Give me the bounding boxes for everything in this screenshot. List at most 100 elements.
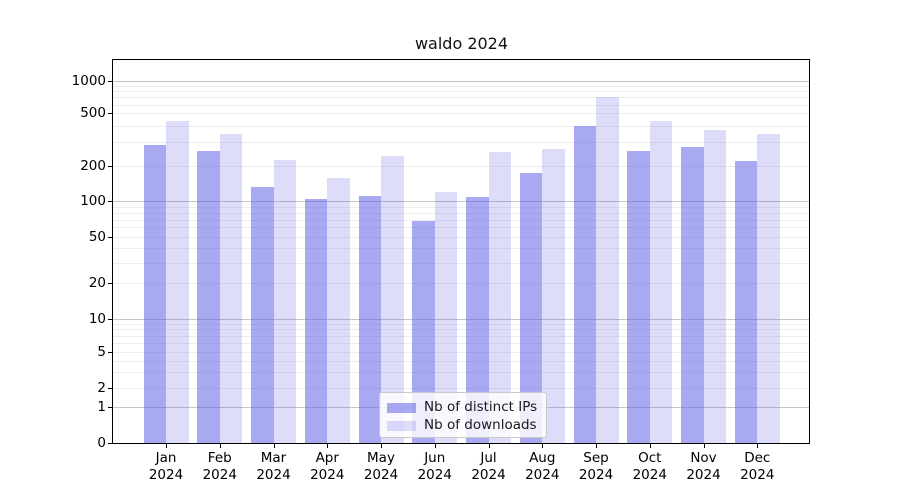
- x-tick-label: Jul 2024: [471, 450, 506, 483]
- minor-gridline: [113, 335, 809, 337]
- legend: Nb of distinct IPs Nb of downloads: [379, 392, 547, 438]
- bar-distinct-ips: [358, 196, 381, 443]
- minor-gridline: [113, 126, 809, 127]
- y-tick-label: 20: [88, 275, 106, 292]
- bar-downloads: [542, 149, 565, 443]
- y-tick-label: 1: [97, 399, 106, 416]
- legend-item: Nb of distinct IPs: [387, 400, 540, 415]
- bar-distinct-ips: [412, 220, 435, 443]
- x-tick-label: Aug 2024: [525, 450, 560, 483]
- x-tick-mark: [166, 444, 167, 448]
- legend-label: Nb of downloads: [424, 417, 537, 433]
- bar-distinct-ips: [573, 126, 596, 443]
- minor-gridline: [113, 248, 809, 250]
- y-tick-label: 200: [80, 157, 106, 174]
- x-tick-label: Nov 2024: [686, 450, 721, 483]
- minor-gridline: [113, 352, 809, 353]
- bar-distinct-ips: [627, 150, 650, 443]
- y-tick-mark: [108, 165, 112, 167]
- x-tick-label: Jun 2024: [417, 450, 452, 483]
- x-tick-mark: [273, 444, 275, 448]
- y-tick-mark: [108, 283, 112, 285]
- bar-downloads: [273, 159, 296, 443]
- chart-title: waldo 2024: [414, 34, 509, 53]
- minor-gridline: [113, 236, 809, 238]
- bar-downloads: [596, 97, 619, 443]
- minor-gridline: [113, 97, 809, 99]
- x-tick-mark: [434, 444, 436, 448]
- bar-distinct-ips: [519, 172, 543, 443]
- minor-gridline: [113, 206, 809, 208]
- x-tick-mark: [596, 444, 597, 448]
- minor-gridline: [113, 113, 809, 115]
- bar-distinct-ips: [197, 150, 220, 443]
- y-tick-mark: [108, 201, 112, 203]
- legend-item: Nb of downloads: [387, 418, 540, 433]
- x-tick-mark: [649, 444, 651, 448]
- y-tick-mark: [108, 443, 112, 444]
- y-tick-label: 1000: [71, 72, 106, 89]
- major-gridline: [113, 80, 809, 82]
- y-tick-mark: [108, 387, 112, 389]
- bar-distinct-ips: [681, 147, 704, 443]
- minor-gridline: [113, 371, 809, 373]
- legend-swatch-downloads: [387, 420, 416, 431]
- bar-downloads: [488, 151, 511, 443]
- bar-downloads: [166, 120, 189, 443]
- minor-gridline: [113, 212, 809, 214]
- y-tick-mark: [108, 236, 112, 238]
- x-tick-label: Sep 2024: [578, 450, 614, 483]
- minor-gridline: [113, 262, 809, 264]
- x-tick-label: Feb 2024: [202, 450, 237, 483]
- y-tick-label: 10: [88, 310, 106, 327]
- bar-downloads: [434, 191, 458, 443]
- y-tick-mark: [108, 352, 112, 353]
- bar-distinct-ips: [251, 187, 274, 443]
- bar-distinct-ips: [466, 197, 489, 443]
- x-tick-mark: [757, 444, 759, 448]
- y-tick-mark: [108, 113, 112, 115]
- minor-gridline: [113, 142, 809, 144]
- x-tick-label: May 2024: [363, 450, 399, 483]
- x-tick-mark: [327, 444, 329, 448]
- x-tick-mark: [488, 444, 490, 448]
- minor-gridline: [113, 387, 809, 389]
- minor-gridline: [113, 165, 809, 167]
- bar-downloads: [649, 121, 673, 443]
- legend-swatch-distinct-ips: [387, 402, 416, 413]
- minor-gridline: [113, 91, 809, 93]
- x-tick-label: Mar 2024: [256, 450, 291, 483]
- major-gridline: [113, 318, 809, 320]
- y-tick-label: 100: [80, 193, 106, 210]
- bar-downloads: [327, 178, 350, 443]
- y-tick-label: 500: [80, 105, 106, 122]
- major-gridline: [113, 201, 809, 203]
- minor-gridline: [113, 104, 809, 106]
- y-tick-label: 2: [97, 379, 106, 396]
- bar-downloads: [381, 156, 404, 443]
- y-tick-mark: [108, 318, 112, 320]
- minor-gridline: [113, 85, 809, 87]
- y-tick-mark: [108, 80, 112, 82]
- plot-area: Nb of distinct IPs Nb of downloads: [112, 59, 810, 444]
- x-tick-mark: [219, 444, 221, 448]
- legend-label: Nb of distinct IPs: [424, 399, 538, 415]
- x-tick-label: Jan 2024: [148, 450, 184, 483]
- x-tick-mark: [703, 444, 705, 448]
- bar-distinct-ips: [143, 144, 166, 443]
- bar-distinct-ips: [304, 199, 328, 443]
- y-tick-label: 0: [97, 435, 106, 451]
- y-tick-label: 5: [97, 344, 106, 360]
- minor-gridline: [113, 219, 809, 221]
- bar-distinct-ips: [734, 161, 758, 443]
- x-tick-label: Oct 2024: [632, 450, 667, 483]
- bar-downloads: [219, 133, 243, 443]
- minor-gridline: [113, 360, 809, 362]
- minor-gridline: [113, 283, 809, 285]
- y-tick-label: 50: [88, 228, 106, 245]
- y-tick-mark: [108, 407, 112, 409]
- minor-gridline: [113, 343, 809, 345]
- x-tick-label: Dec 2024: [740, 450, 775, 483]
- minor-gridline: [113, 323, 809, 325]
